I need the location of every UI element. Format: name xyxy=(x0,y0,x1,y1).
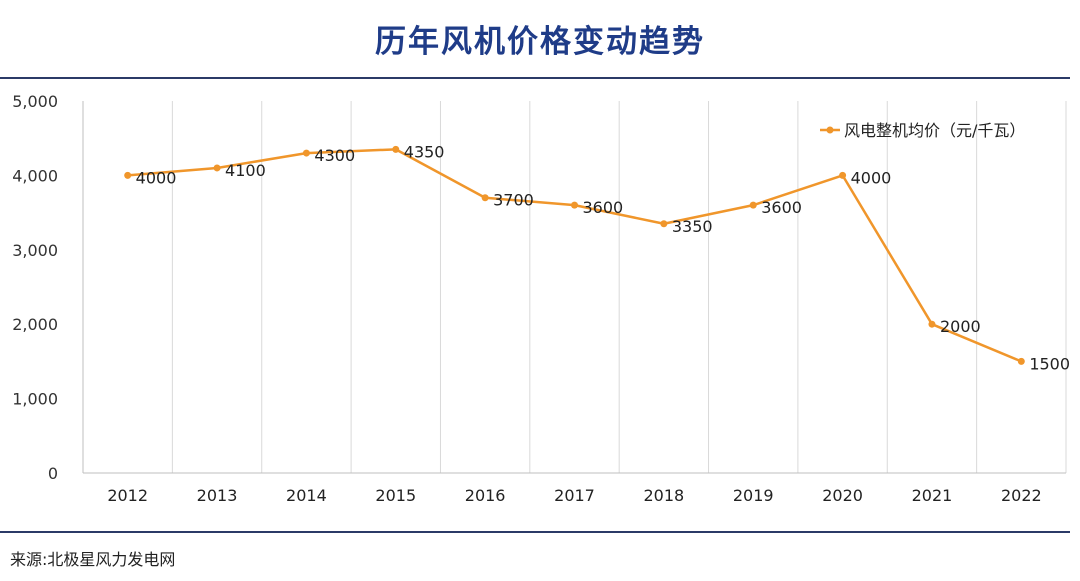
x-axis-ticks: 2012 2013 2014 2015 2016 2017 2018 2019 2020 2021… xyxy=(107,486,1041,505)
chart-title: 历年风机价格变动趋势 xyxy=(0,16,1080,61)
x-tick-label: 2016 xyxy=(465,486,506,505)
data-label: 3600 xyxy=(761,198,802,217)
data-point xyxy=(214,164,221,171)
data-label: 3350 xyxy=(672,217,713,236)
x-tick-label: 2018 xyxy=(644,486,685,505)
data-label: 4300 xyxy=(314,146,355,165)
data-point xyxy=(392,146,399,153)
x-tick-label: 2017 xyxy=(554,486,595,505)
y-tick-label: 2,000 xyxy=(12,315,58,334)
data-label: 3700 xyxy=(493,191,534,210)
y-tick-label: 0 xyxy=(48,464,58,483)
data-label: 2000 xyxy=(940,317,981,336)
x-tick-label: 2013 xyxy=(197,486,238,505)
y-tick-label: 3,000 xyxy=(12,241,58,260)
data-label: 4000 xyxy=(136,168,177,187)
data-point xyxy=(928,321,935,328)
legend-marker-dot xyxy=(827,127,834,134)
data-label: 3600 xyxy=(583,198,624,217)
axes xyxy=(83,101,1066,473)
data-point xyxy=(571,202,578,209)
data-label: 1500 xyxy=(1029,354,1070,373)
data-point xyxy=(750,202,757,209)
x-tick-label: 2022 xyxy=(1001,486,1042,505)
data-point xyxy=(660,220,667,227)
data-point xyxy=(839,172,846,179)
y-tick-label: 1,000 xyxy=(12,390,58,409)
y-axis-ticks: 0 1,000 2,000 3,000 4,000 5,000 xyxy=(12,92,58,483)
legend: 风电整机均价（元/千瓦） xyxy=(820,121,1025,140)
y-tick-label: 4,000 xyxy=(12,166,58,185)
source-note: 来源:北极星风力发电网 xyxy=(10,546,175,570)
data-labels: 4000 4100 4300 4350 3700 3600 3350 3600 4000 2000… xyxy=(136,142,1070,373)
bottom-divider xyxy=(0,531,1070,533)
y-tick-label: 5,000 xyxy=(12,92,58,111)
x-tick-label: 2014 xyxy=(286,486,327,505)
data-label: 4350 xyxy=(404,142,445,161)
data-point xyxy=(303,150,310,157)
data-point xyxy=(124,172,131,179)
grid-lines xyxy=(83,101,1066,473)
data-label: 4000 xyxy=(851,168,892,187)
x-tick-label: 2021 xyxy=(912,486,953,505)
data-point xyxy=(482,194,489,201)
data-label: 4100 xyxy=(225,161,266,180)
legend-label: 风电整机均价（元/千瓦） xyxy=(844,121,1025,140)
top-divider xyxy=(0,77,1070,79)
data-point xyxy=(1018,358,1025,365)
x-tick-label: 2012 xyxy=(107,486,148,505)
x-tick-label: 2020 xyxy=(822,486,863,505)
x-tick-label: 2015 xyxy=(375,486,416,505)
x-tick-label: 2019 xyxy=(733,486,774,505)
